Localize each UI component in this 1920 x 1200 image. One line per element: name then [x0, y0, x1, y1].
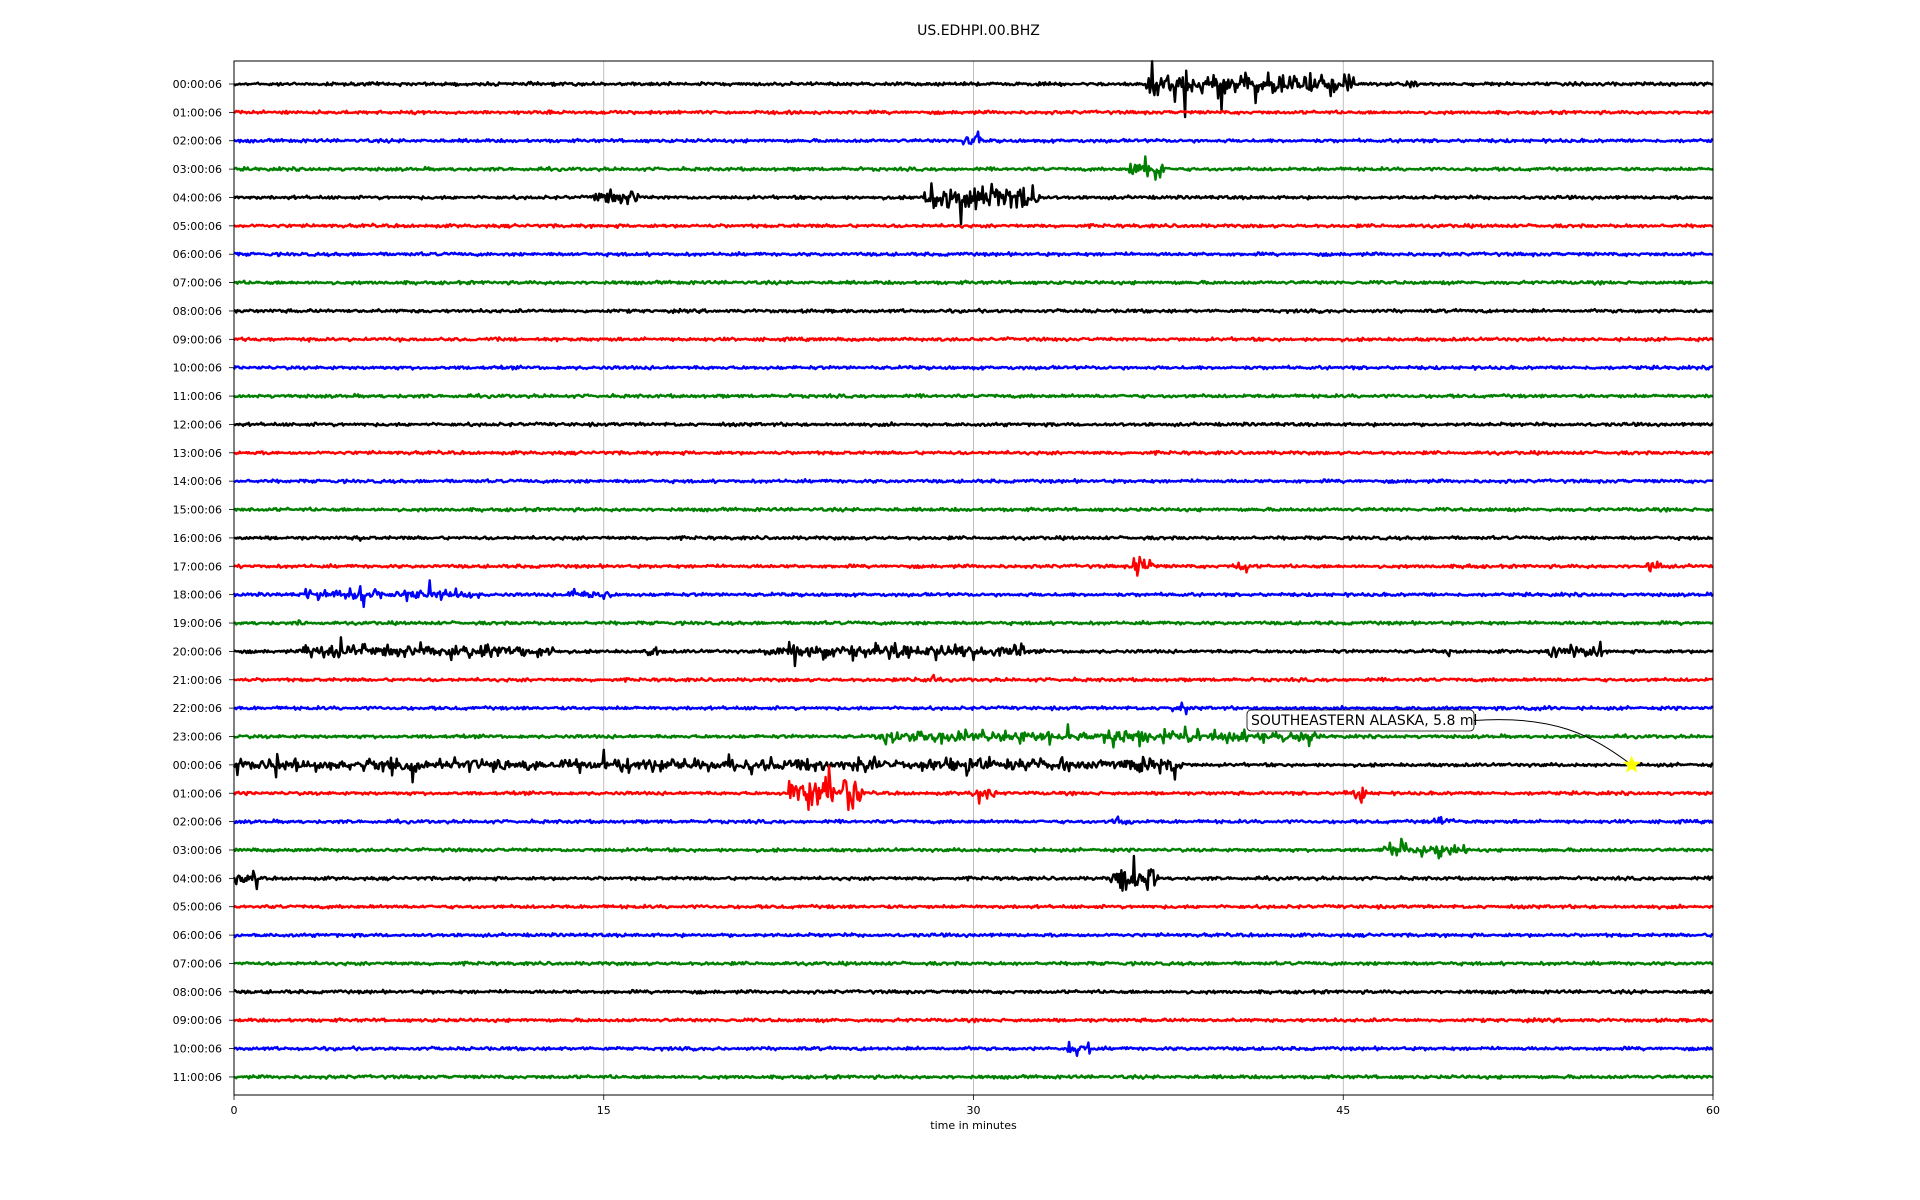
trace-line [233, 392, 1714, 400]
traces-group [232, 60, 1715, 1081]
y-tick-label: 00:00:06 [173, 759, 222, 772]
event-star-marker [1622, 755, 1641, 773]
y-tick-label: 23:00:06 [173, 731, 222, 744]
trace-line [233, 182, 1714, 226]
y-tick-label: 01:00:06 [173, 106, 222, 119]
y-tick-label: 05:00:06 [173, 901, 222, 914]
trace-line [233, 506, 1714, 513]
trace-line [233, 279, 1714, 286]
y-tick-label: 00:00:06 [173, 78, 222, 91]
chart-title: US.EDHPI.00.BHZ [917, 23, 1040, 39]
trace-line [233, 723, 1714, 749]
trace-line [233, 449, 1714, 456]
y-tick-label: 06:00:06 [173, 248, 222, 261]
trace-line [232, 579, 1714, 609]
y-tick-label: 07:00:06 [173, 957, 222, 970]
y-tick-label: 04:00:06 [173, 191, 222, 204]
y-tick-label: 21:00:06 [173, 674, 222, 687]
x-tick-label: 30 [967, 1104, 981, 1117]
y-tick-label: 15:00:06 [173, 504, 222, 517]
trace-line [233, 251, 1714, 258]
trace-line [232, 931, 1714, 939]
trace-line [233, 988, 1714, 995]
y-tick-label: 08:00:06 [173, 305, 222, 318]
trace-line [233, 619, 1714, 627]
trace-line [233, 903, 1714, 910]
y-tick-label: 06:00:06 [173, 929, 222, 942]
annotation-arrow [1473, 719, 1632, 766]
y-tick-label: 07:00:06 [173, 277, 222, 290]
y-tick-label: 08:00:06 [173, 986, 222, 999]
y-tick-label: 12:00:06 [173, 418, 222, 431]
y-tick-label: 11:00:06 [173, 1071, 222, 1084]
trace-line [233, 1073, 1714, 1081]
trace-line [232, 364, 1714, 371]
trace-line [233, 130, 1714, 146]
y-tick-label: 22:00:06 [173, 702, 222, 715]
trace-line [233, 1040, 1714, 1057]
y-tick-label: 11:00:06 [173, 390, 222, 403]
y-tick-label: 10:00:06 [173, 1043, 222, 1056]
trace-line [233, 109, 1714, 116]
trace-line [233, 815, 1714, 826]
y-tick-label: 03:00:06 [173, 844, 222, 857]
y-tick-label: 19:00:06 [173, 617, 222, 630]
trace-line [232, 854, 1715, 892]
trace-line [232, 837, 1714, 860]
trace-line [232, 748, 1714, 784]
y-tick-label: 09:00:06 [173, 333, 222, 346]
trace-line [233, 222, 1714, 230]
y-tick-label: 13:00:06 [173, 447, 222, 460]
y-tick-label: 09:00:06 [173, 1014, 222, 1027]
trace-line [233, 155, 1714, 181]
trace-line [233, 960, 1714, 967]
y-tick-label: 20:00:06 [173, 645, 222, 658]
y-tick-label: 18:00:06 [173, 589, 222, 602]
y-tick-label: 01:00:06 [173, 787, 222, 800]
trace-line [233, 534, 1714, 542]
trace-line [233, 307, 1714, 315]
x-tick-label: 15 [597, 1104, 611, 1117]
trace-line [233, 60, 1714, 119]
x-tick-label: 0 [231, 1104, 238, 1117]
trace-line [233, 673, 1714, 683]
y-tick-label: 02:00:06 [173, 135, 222, 148]
trace-line [233, 421, 1714, 428]
trace-line [233, 555, 1714, 577]
y-tick-label: 16:00:06 [173, 532, 222, 545]
annotation-box [1246, 709, 1475, 732]
x-axis-label: time in minutes [930, 1119, 1017, 1132]
y-tick-label: 05:00:06 [173, 220, 222, 233]
annotation-label: SOUTHEASTERN ALASKA, 5.8 ml [1251, 713, 1477, 729]
trace-line [233, 636, 1714, 668]
y-tick-label: 14:00:06 [173, 475, 222, 488]
y-tick-label: 10:00:06 [173, 362, 222, 375]
y-tick-label: 04:00:06 [173, 872, 222, 885]
y-tick-label: 02:00:06 [173, 816, 222, 829]
trace-line [233, 1017, 1714, 1024]
trace-line [233, 478, 1714, 485]
trace-line [233, 701, 1714, 716]
x-tick-label: 45 [1336, 1104, 1350, 1117]
trace-line [233, 336, 1715, 343]
y-tick-label: 03:00:06 [173, 163, 222, 176]
trace-line [233, 765, 1714, 812]
y-tick-label: 17:00:06 [173, 560, 222, 573]
x-tick-label: 60 [1706, 1104, 1720, 1117]
